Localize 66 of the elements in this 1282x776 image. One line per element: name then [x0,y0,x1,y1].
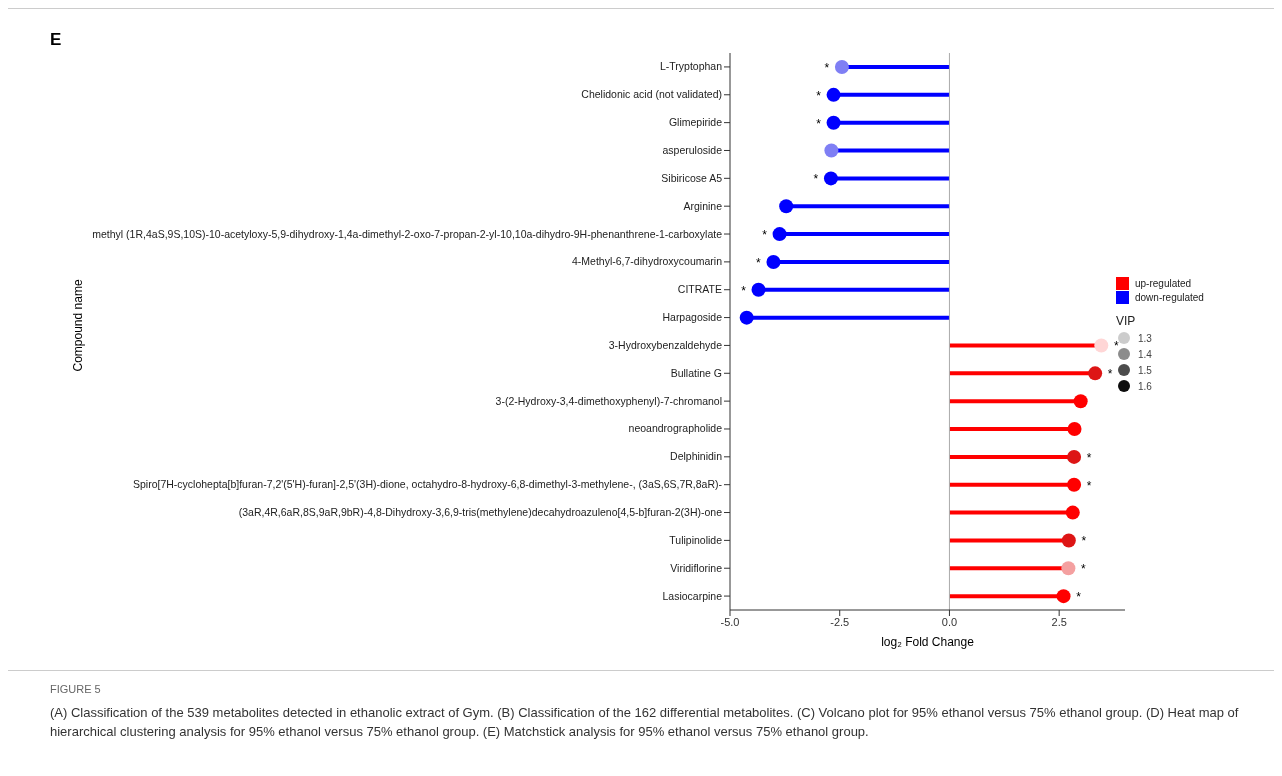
y-tick-label: Glimepiride [668,116,723,129]
y-axis-title: Compound name [71,279,86,372]
point [1061,561,1076,576]
y-tick-label: 3-Hydroxybenzaldehyde [608,338,723,351]
point [1067,449,1082,464]
y-tick-label: Arginine [683,199,723,212]
point [834,60,849,74]
point [1067,422,1082,437]
y-tick-label: (3aR,4R,6aR,8S,9aR,9bR)-4,8-Dihydroxy-3,6,9-tris(methylene)decahydroazuleno[4,5-b]furan-2(3H)-one [238,506,723,519]
y-tick-label: Spiro[7H-cyclohepta[b]furan-7,2'(5'H)-furan]-2,5'(3H)-dione, octahydro-8-hydroxy-6,8-dimethyl-3-methylene-, (3aS,6S,7R,8aR)- [132,478,723,491]
point [779,199,794,214]
y-tick-label: Bullatine G [670,366,722,379]
annotation: * [1086,478,1092,493]
point [826,87,841,102]
point [1088,366,1103,381]
annotation: * [813,172,819,187]
y-tick-label: L-Tryptophan [659,60,723,73]
y-tick-label: 4-Methyl-6,7-dihydroxycoumarin [572,255,723,268]
point [824,143,839,158]
point [1061,533,1076,548]
point [1056,589,1071,604]
y-tick-label: Harpagoside [662,311,723,324]
point [1065,505,1080,520]
annotation: * [1086,450,1092,465]
annotation: * [816,88,822,103]
point [826,115,841,130]
annotation: * [1076,590,1082,605]
annotation: * [1081,534,1087,549]
legend-label: down-regulated [1134,290,1204,304]
caption: FIGURE 5 [50,682,102,697]
y-tick-label: Tulipinolide [669,533,723,546]
annotation: * [762,228,768,243]
y-tick-label: Sibiricose A5 [661,171,723,184]
point [751,282,766,297]
point [739,310,754,325]
y-tick-label: methyl (1R,4aS,9S,10S)-10-acetyloxy-5,9-dihydroxy-1,4a-dimethyl-2-oxo-7-propan-2-yl-10,10a-dihydro-9H-phenanthrene-1-carboxylate [92,227,723,240]
point [823,171,838,186]
y-tick-label: neoandrographolide [628,422,723,435]
y-tick-label: asperuloside [662,143,723,156]
x-tick-label: -2.5 [830,615,850,628]
annotation: * [824,60,830,75]
x-tick-label: 0.0 [941,615,958,628]
point [1067,477,1082,492]
point [766,254,781,269]
point [772,227,787,242]
y-tick-label: Lasiocarpine [662,589,723,602]
y-tick-label: Viridiflorine [670,561,723,574]
annotation: * [756,255,762,270]
annotation: * [1107,367,1113,382]
annotation: * [1081,562,1087,577]
legend-label: up-regulated [1134,276,1193,290]
point [1094,338,1109,353]
y-tick-label: CITRATE [677,283,722,296]
x-tick-label: -5.0 [720,615,740,628]
x-axis-title: log₂ Fold Change [881,635,975,649]
y-tick-label: 3-(2-Hydroxy-3,4-dimethoxyphenyl)-7-chromanol [495,394,722,407]
x-tick-label: 2.5 [1051,615,1067,628]
annotation: * [816,116,822,131]
point [1073,394,1088,409]
text: (A) Classification of the 539 metabolites detected in ethanolic extract of Gym. (B) Classification of the 162 differential metabolites. (C) Volcano plot for 95% ethanol versus 75% ethanol group. (D) Heat map of hierarchical clustering analysis for 95% ethanol versus 75% ethanol group. (E) Matchstick analysis for 95% ethanol versus 75% ethanol group. [50,704,1240,741]
y-tick-label: Chelidonic acid (not validated) [581,88,722,101]
annotation: VIP [1116,314,1137,328]
y-tick-label: Delphinidin [670,450,723,463]
annotation: * [1113,339,1119,354]
annotation: * [741,283,747,298]
text: E [50,30,62,50]
